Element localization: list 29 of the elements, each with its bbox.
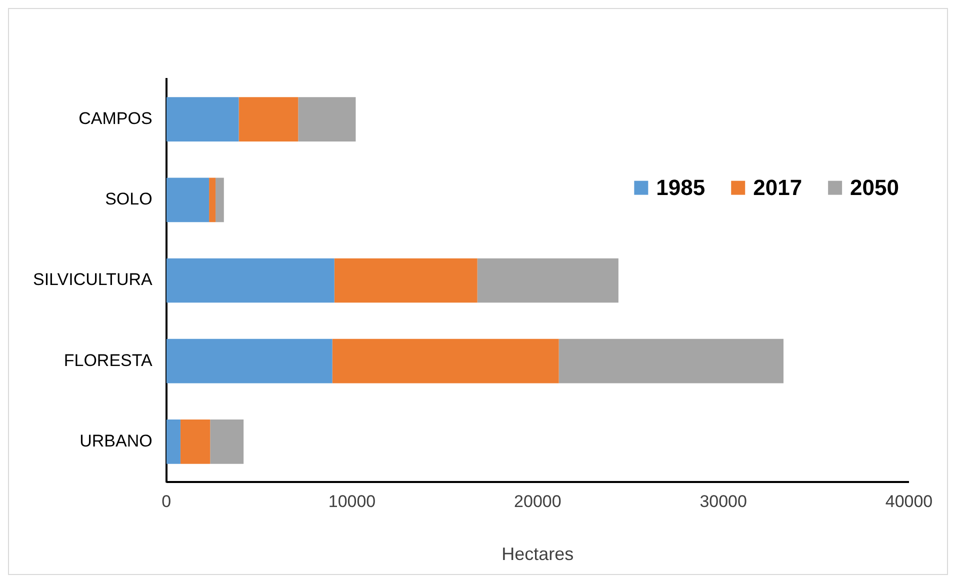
bar: [166, 338, 332, 384]
legend-label: 2017: [753, 174, 802, 200]
y-tick-label: SOLO: [105, 190, 152, 209]
y-tick-label: URBANO: [80, 431, 152, 450]
bar: [238, 97, 298, 142]
bar: [180, 420, 210, 464]
x-axis-title: Hectares: [502, 544, 574, 564]
x-tick-label: 40000: [885, 492, 933, 511]
x-tick-label: 10000: [328, 492, 376, 511]
y-tick-label: SILVICULTURA: [32, 270, 153, 290]
bar: [209, 178, 216, 222]
bar: [477, 258, 618, 303]
y-tick-label: CAMPOS: [78, 108, 152, 128]
bar: [166, 178, 210, 222]
bar: [334, 258, 478, 303]
bar: [166, 258, 334, 303]
y-tick-label: FLORESTA: [64, 350, 153, 370]
bar: [298, 97, 356, 142]
x-tick-label: 30000: [700, 492, 747, 511]
bar: [166, 420, 180, 464]
x-tick-label: 20000: [514, 492, 562, 511]
legend-label: 1985: [656, 174, 706, 200]
x-tick-label: 0: [162, 492, 172, 511]
bar: [332, 338, 559, 384]
bar: [216, 178, 224, 222]
legend-label: 2050: [850, 174, 900, 200]
bar: [210, 420, 244, 464]
bar: [166, 97, 239, 142]
bar: [558, 338, 784, 384]
